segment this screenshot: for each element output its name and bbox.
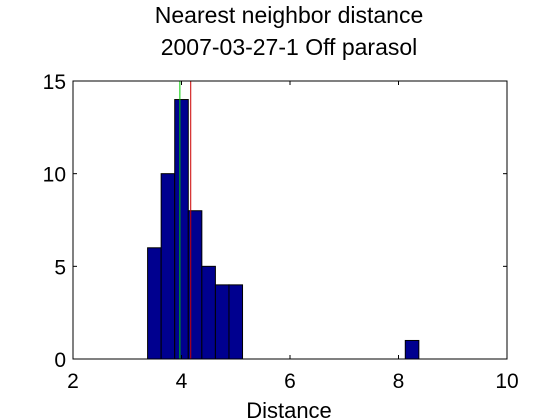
chart-subtitle: 2007-03-27-1 Off parasol xyxy=(161,34,418,60)
x-tick-label: 10 xyxy=(495,370,518,393)
plot-frame xyxy=(72,80,508,360)
histogram-bar xyxy=(214,284,230,360)
x-tick-label: 6 xyxy=(284,370,296,393)
chart-title: Nearest neighbor distance xyxy=(155,2,424,28)
histogram-bar xyxy=(160,173,176,360)
x-tick-label: 4 xyxy=(176,370,188,393)
histogram-bar xyxy=(174,99,189,360)
x-tick-label: 8 xyxy=(393,370,405,393)
plot-area: 2 4 6 8 10 0 5 10 15 xyxy=(43,71,519,393)
y-tick-label: 5 xyxy=(54,256,66,279)
y-tick-label: 15 xyxy=(43,71,66,94)
histogram-bar xyxy=(228,284,244,360)
y-tick-label: 0 xyxy=(54,349,66,372)
x-tick-label: 2 xyxy=(67,370,79,393)
histogram-bar xyxy=(147,247,162,360)
histogram-bar xyxy=(201,265,216,360)
y-tick-label: 10 xyxy=(43,164,66,187)
histogram-bar xyxy=(404,339,420,360)
x-axis-label: Distance xyxy=(246,398,332,420)
